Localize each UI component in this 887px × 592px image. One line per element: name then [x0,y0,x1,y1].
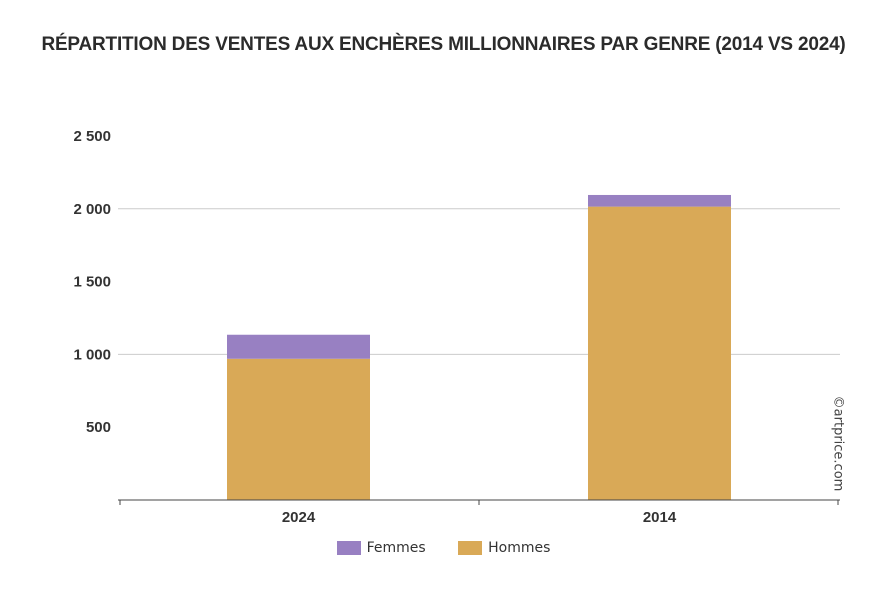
x-tick-label-2024: 2024 [282,509,316,526]
legend-item-hommes[interactable]: Hommes [458,540,550,556]
y-tick-label: 500 [86,419,111,436]
x-tick-label-2014: 2014 [643,509,677,526]
grid-lines [118,208,840,355]
bar-femmes-2014[interactable] [588,194,731,207]
legend: Femmes Hommes [0,540,887,559]
bar-hommes-2014[interactable] [588,206,731,500]
y-tick-label: 1 000 [73,346,111,363]
legend-label-hommes: Hommes [488,540,551,556]
y-axis-ticks: 500 1 000 1 500 2 000 2 500 [73,128,111,436]
credit-text: ©artprice.com [830,395,846,492]
legend-label-femmes: Femmes [366,540,426,556]
y-tick-label: 2 500 [73,128,111,145]
legend-item-femmes[interactable]: Femmes [336,540,426,556]
legend-swatch-hommes [458,541,483,555]
legend-swatch-femmes [336,541,361,555]
x-axis-ticks: 2024 2014 [119,500,839,526]
y-tick-label: 2 000 [73,201,111,218]
bars [227,194,731,500]
bar-femmes-2024[interactable] [227,334,370,359]
y-tick-label: 1 500 [73,274,111,291]
chart-title: RÉPARTITION DES VENTES AUX ENCHÈRES MILL… [41,34,846,55]
bar-hommes-2024[interactable] [227,358,370,500]
